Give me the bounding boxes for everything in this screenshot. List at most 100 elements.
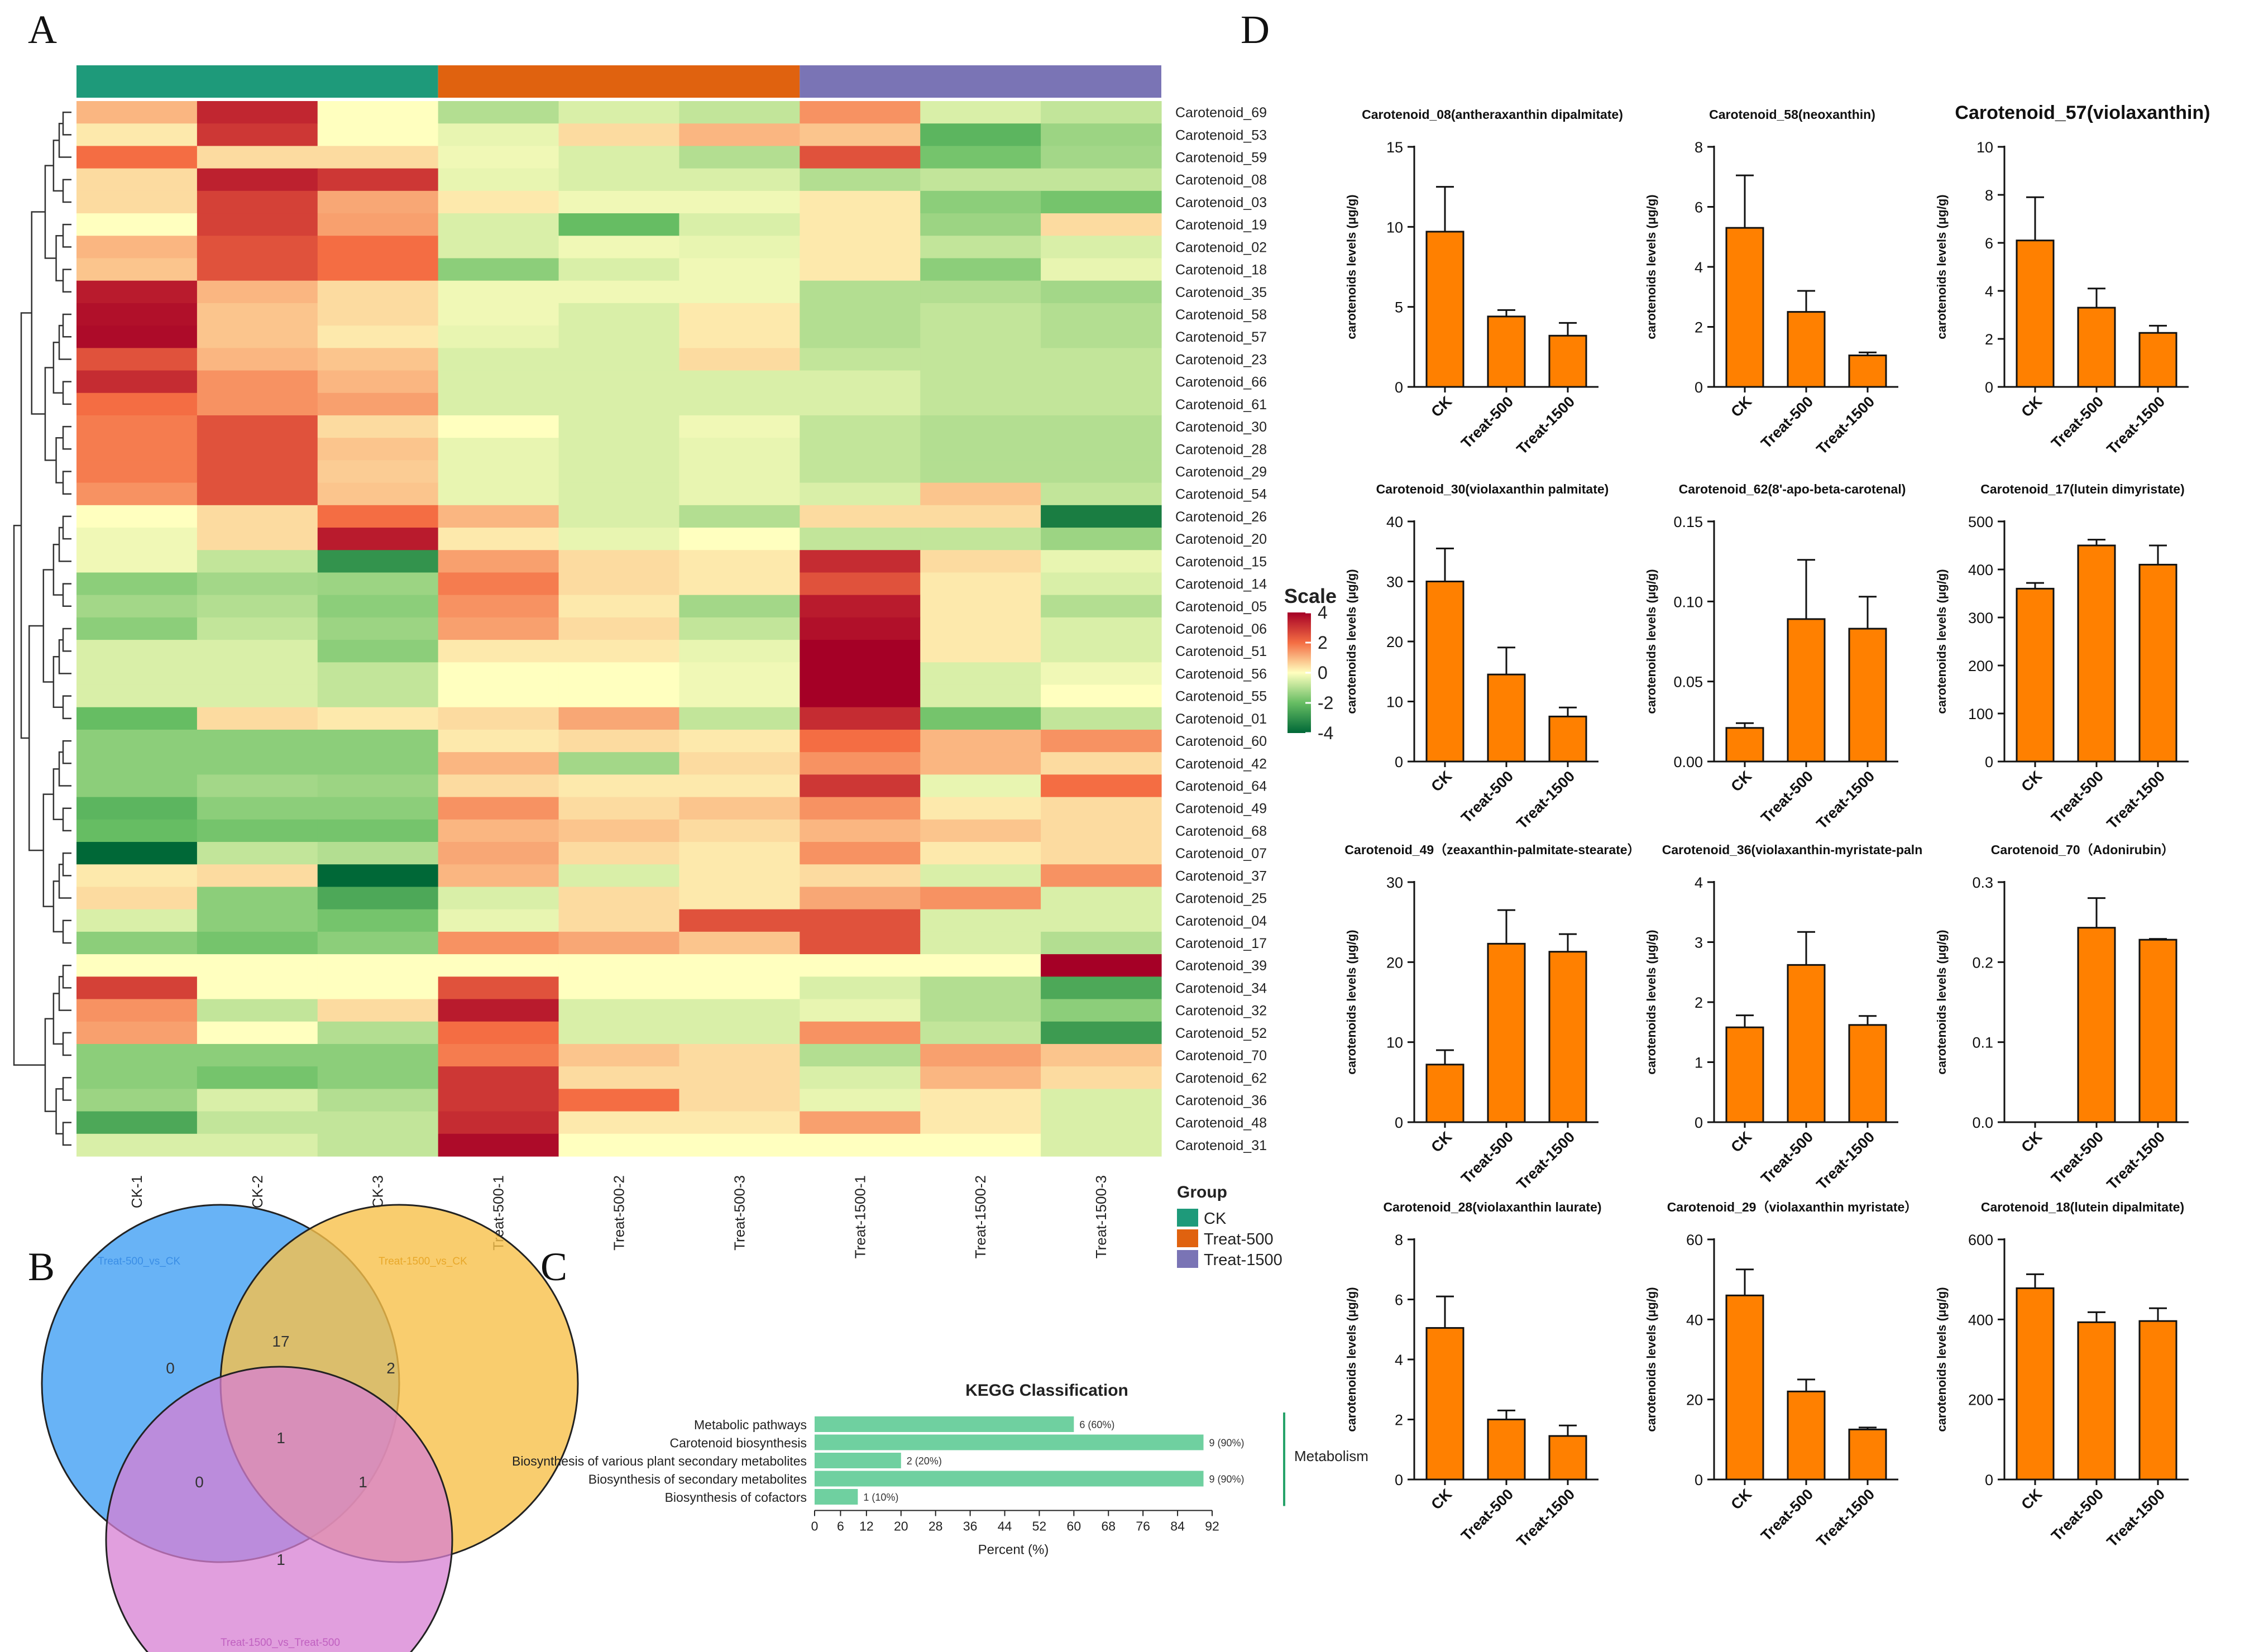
bar [1725, 227, 1764, 388]
heatmap-cell [920, 729, 1041, 753]
heatmap-cell [679, 954, 800, 977]
heatmap-cell [558, 213, 680, 236]
heatmap-cell [438, 684, 559, 708]
heatmap-cell [558, 190, 680, 214]
heatmap-cell [920, 752, 1041, 775]
x-tick-label: CK [1428, 393, 1455, 420]
y-tick-label: 0.3 [1972, 874, 1993, 891]
heatmap-cell [920, 101, 1041, 124]
heatmap-cell [558, 1043, 680, 1067]
row-label: Carotenoid_05 [1175, 599, 1267, 615]
heatmap-cell [438, 168, 559, 191]
heatmap-cell [1041, 684, 1162, 708]
heatmap-cell [800, 1043, 921, 1067]
row-label: Carotenoid_62 [1175, 1070, 1267, 1086]
subplot: Carotenoid_57(violaxanthin) 0 2 4 6 8 10 carote… [1935, 102, 2210, 458]
bar [1848, 1428, 1887, 1481]
y-axis-label: carotenoids levels (μg/g) [1644, 569, 1658, 714]
dendrogram-branch [62, 964, 71, 989]
bar [2077, 307, 2116, 388]
subplot-title: Carotenoid_36(violaxanthin-myristate-pal… [1662, 842, 1923, 857]
x-tick-label: CK [1727, 393, 1755, 420]
subplot-title: Carotenoid_58(neoxanthin) [1709, 107, 1875, 122]
dendrogram-branch [62, 807, 71, 832]
heatmap-cell [197, 662, 318, 686]
heatmap-cell [558, 146, 680, 169]
x-tick-label: Treat-500 [1758, 1486, 1816, 1544]
dendrogram-branch [55, 235, 63, 281]
heatmap-cell [317, 1043, 439, 1067]
dendrogram-branch [62, 740, 71, 764]
column-label: Treat-1500-2 [972, 1175, 989, 1258]
heatmap-cell [76, 1111, 198, 1134]
heatmap-cell [920, 640, 1041, 663]
dendrogram-branch [62, 111, 71, 136]
heatmap-cell [920, 415, 1041, 438]
heatmap-cell [800, 528, 921, 550]
subplot-title: Carotenoid_28(violaxanthin laurate) [1383, 1200, 1601, 1214]
heatmap-cell [558, 842, 680, 865]
heatmap-cell [1041, 909, 1162, 932]
heatmap-cell [76, 684, 198, 708]
row-label: Carotenoid_07 [1175, 846, 1267, 861]
heatmap-cell [800, 572, 921, 596]
heatmap-cell [800, 438, 921, 461]
heatmap-cell [679, 887, 800, 910]
heatmap-cell [438, 123, 559, 147]
heatmap-cell [197, 931, 318, 955]
row-label: Carotenoid_28 [1175, 442, 1267, 457]
heatmap-cell [1041, 325, 1162, 348]
dendrogram-branch [52, 656, 63, 708]
heatmap-cell [438, 550, 559, 573]
heatmap-cell [1041, 258, 1162, 281]
dendrogram-branch [62, 269, 71, 293]
heatmap-cell [558, 640, 680, 663]
kegg-bar [815, 1416, 1074, 1432]
y-axis-label: carotenoids levels (μg/g) [1935, 930, 1949, 1074]
heatmap-cell [800, 258, 921, 281]
heatmap-cell [558, 303, 680, 326]
x-tick-label: Treat-500 [2048, 393, 2107, 452]
heatmap-cell [438, 595, 559, 618]
heatmap-cell [800, 864, 921, 888]
heatmap-cell [317, 1133, 439, 1157]
heatmap-cell [800, 774, 921, 798]
x-tick-label: CK [1428, 1486, 1455, 1513]
dendrogram-branch [62, 1122, 71, 1146]
y-tick-label: 15 [1386, 139, 1403, 156]
heatmap-cell [1041, 303, 1162, 326]
heatmap-cell [197, 528, 318, 550]
heatmap-cell [197, 146, 318, 169]
heatmap-cell [317, 797, 439, 820]
heatmap-cell [438, 236, 559, 259]
bar [1725, 727, 1764, 763]
y-tick-label: 100 [1968, 706, 1993, 722]
heatmap-cell [920, 797, 1041, 820]
heatmap-cell [76, 213, 198, 236]
venn-count-c_only: 1 [276, 1551, 285, 1568]
heatmap-cell [438, 505, 559, 528]
heatmap-cell [438, 1111, 559, 1134]
heatmap-cell [438, 640, 559, 663]
heatmap-cell [920, 482, 1041, 506]
heatmap-cell [1041, 954, 1162, 977]
heatmap-cell [438, 1089, 559, 1112]
heatmap-cell [920, 528, 1041, 550]
scale-tick-label: 4 [1318, 602, 1328, 623]
dendrogram-branch [58, 976, 71, 1011]
heatmap-cell [317, 684, 439, 708]
heatmap-cell [197, 550, 318, 573]
bar [1425, 1327, 1464, 1481]
heatmap-cell [317, 954, 439, 977]
heatmap-cell [800, 168, 921, 191]
heatmap-cell [438, 954, 559, 977]
heatmap-cell [800, 1133, 921, 1157]
subplot-title: Carotenoid_17(lutein dimyristate) [1980, 482, 2185, 496]
y-axis-label: carotenoids levels (μg/g) [1644, 1287, 1658, 1431]
heatmap-cell [1041, 617, 1162, 640]
dendrogram-branch [62, 381, 71, 405]
y-axis-label: carotenoids levels (μg/g) [1344, 1287, 1358, 1431]
bar [2138, 938, 2177, 1123]
heatmap-cell [800, 819, 921, 842]
